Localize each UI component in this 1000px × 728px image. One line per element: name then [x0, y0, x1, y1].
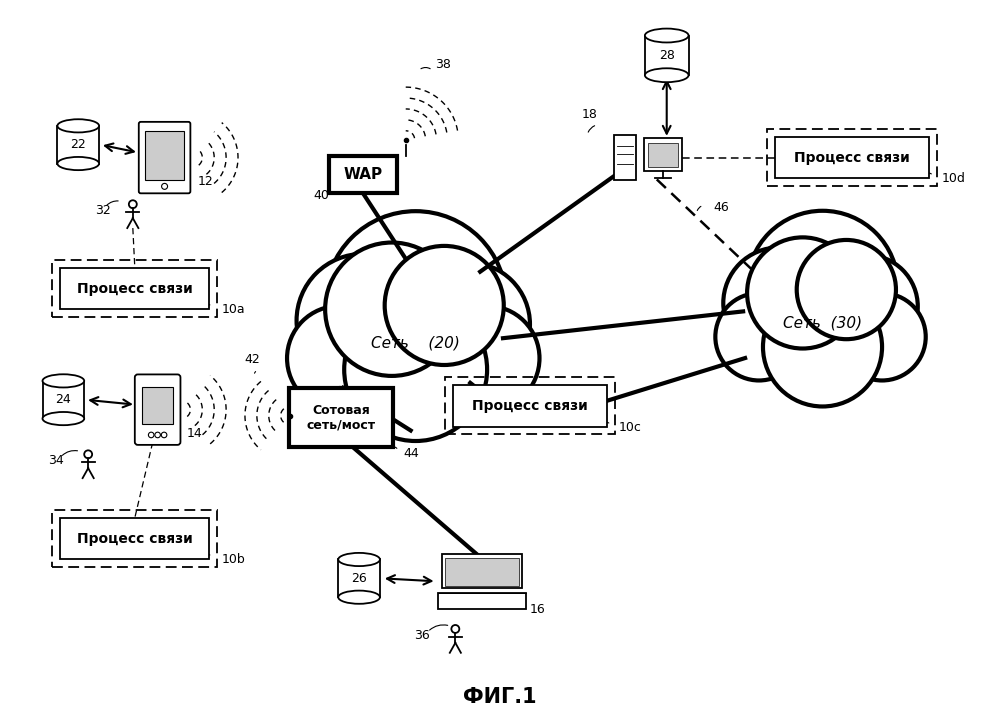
Text: 44: 44: [404, 447, 419, 460]
Text: 40: 40: [313, 189, 329, 202]
Bar: [60, 268, 209, 309]
Bar: [445, 377, 615, 435]
Circle shape: [161, 432, 167, 438]
Circle shape: [325, 211, 506, 392]
Text: 42: 42: [244, 353, 260, 366]
Text: Процесс связи: Процесс связи: [472, 399, 588, 413]
Circle shape: [435, 306, 539, 411]
Text: 24: 24: [55, 393, 71, 406]
Ellipse shape: [43, 412, 84, 425]
Text: 32: 32: [95, 204, 111, 217]
Ellipse shape: [57, 119, 99, 132]
Circle shape: [797, 240, 896, 339]
Bar: [52, 260, 217, 317]
Text: 46: 46: [713, 201, 729, 214]
Ellipse shape: [645, 28, 689, 42]
Circle shape: [406, 262, 530, 387]
FancyBboxPatch shape: [135, 374, 180, 445]
Circle shape: [325, 242, 459, 376]
Text: Процесс связи: Процесс связи: [77, 531, 193, 546]
Text: 10a: 10a: [222, 304, 246, 317]
Circle shape: [815, 255, 918, 358]
Ellipse shape: [57, 157, 99, 170]
Bar: [644, 138, 682, 171]
Text: 10c: 10c: [619, 422, 642, 435]
Bar: [60, 518, 209, 560]
Bar: [338, 560, 380, 597]
Text: 22: 22: [70, 138, 86, 151]
Text: ФИГ.1: ФИГ.1: [463, 687, 537, 708]
Text: 26: 26: [351, 572, 367, 585]
Text: 28: 28: [659, 49, 675, 62]
Ellipse shape: [645, 68, 689, 82]
Circle shape: [838, 293, 926, 381]
Text: 18: 18: [581, 108, 597, 121]
Text: Сеть    (20): Сеть (20): [371, 336, 460, 351]
Bar: [645, 36, 689, 75]
Bar: [453, 385, 607, 427]
Circle shape: [747, 211, 898, 362]
Ellipse shape: [338, 590, 380, 604]
FancyBboxPatch shape: [139, 122, 190, 194]
Circle shape: [344, 298, 487, 441]
Circle shape: [148, 432, 154, 438]
Circle shape: [715, 293, 803, 381]
Circle shape: [297, 254, 430, 387]
Text: Сотовая
сеть/мост: Сотовая сеть/мост: [307, 403, 376, 432]
Circle shape: [155, 432, 160, 438]
Bar: [442, 554, 522, 588]
Bar: [142, 387, 173, 424]
Text: WAP: WAP: [343, 167, 383, 182]
Text: Сеть  (30): Сеть (30): [783, 316, 862, 331]
Bar: [767, 129, 937, 186]
Ellipse shape: [338, 553, 380, 566]
Bar: [445, 558, 519, 586]
Text: 10d: 10d: [942, 173, 965, 186]
Circle shape: [747, 237, 858, 349]
Text: Процесс связи: Процесс связи: [77, 282, 193, 296]
Text: 14: 14: [186, 427, 202, 440]
Bar: [614, 135, 636, 180]
Text: 10b: 10b: [222, 553, 246, 566]
Circle shape: [385, 246, 504, 365]
Bar: [57, 126, 99, 164]
Bar: [43, 381, 84, 419]
Circle shape: [763, 288, 882, 406]
Bar: [145, 131, 184, 180]
Bar: [329, 156, 397, 194]
Circle shape: [723, 248, 834, 359]
Circle shape: [287, 306, 392, 411]
Ellipse shape: [43, 374, 84, 387]
Text: 36: 36: [414, 629, 429, 642]
Bar: [289, 388, 393, 448]
Text: 16: 16: [530, 603, 546, 616]
Text: 12: 12: [197, 175, 213, 189]
Text: Процесс связи: Процесс связи: [794, 151, 910, 165]
Bar: [52, 510, 217, 567]
Bar: [438, 593, 526, 609]
Text: 34: 34: [48, 454, 64, 467]
Text: 38: 38: [435, 58, 451, 71]
Bar: [648, 143, 678, 167]
Circle shape: [162, 183, 168, 189]
Bar: [775, 137, 929, 178]
